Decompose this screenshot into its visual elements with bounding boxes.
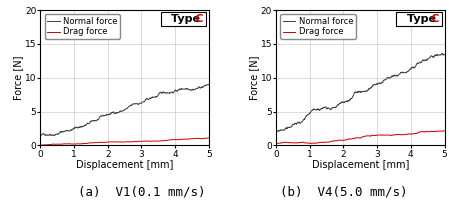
Drag force [165,139,170,141]
Text: Type: Type [171,14,204,24]
Normal force [67,129,73,131]
Drag force [137,140,143,142]
Drag force [373,134,378,137]
Drag force [150,140,156,142]
Text: Type C: Type C [163,14,204,24]
Normal force [38,135,43,137]
Line: Drag force: Drag force [276,131,445,144]
Drag force [400,134,405,136]
X-axis label: Displacement [mm]: Displacement [mm] [76,160,173,170]
Text: Type C: Type C [398,14,440,24]
Text: C: C [176,14,204,24]
Normal force [273,132,279,135]
Line: Drag force: Drag force [40,138,209,145]
Text: (b)  V4(5.0 mm/s): (b) V4(5.0 mm/s) [280,186,407,199]
Normal force [206,83,211,86]
Normal force [114,112,119,114]
Normal force [386,76,391,79]
Drag force [114,141,119,143]
Normal force [303,115,308,117]
Text: (a)  V1(0.1 mm/s): (a) V1(0.1 mm/s) [78,186,205,199]
Legend: Normal force, Drag force: Normal force, Drag force [44,14,120,39]
Line: Normal force: Normal force [40,84,209,136]
Drag force [81,142,87,145]
X-axis label: Displacement [mm]: Displacement [mm] [312,160,409,170]
Normal force [439,52,445,55]
Normal force [164,92,170,94]
Y-axis label: Force [N]: Force [N] [249,56,259,100]
Drag force [206,137,211,139]
Normal force [350,96,355,99]
Drag force [273,142,279,145]
Drag force [317,141,322,144]
Y-axis label: Force [N]: Force [N] [13,56,23,100]
Drag force [350,138,355,140]
Normal force [150,96,155,99]
Legend: Normal force, Drag force: Normal force, Drag force [280,14,356,39]
Text: C: C [412,14,440,24]
Normal force [81,125,86,127]
Line: Normal force: Normal force [276,53,445,133]
Normal force [205,83,210,86]
Drag force [39,144,44,146]
Normal force [317,108,322,111]
Normal force [137,102,142,104]
Drag force [386,134,391,136]
Drag force [303,142,308,144]
Drag force [442,130,447,132]
Drag force [38,144,43,146]
Normal force [442,53,447,56]
Text: Type: Type [407,14,440,24]
Drag force [68,143,73,145]
Normal force [400,71,405,74]
Normal force [373,84,378,86]
